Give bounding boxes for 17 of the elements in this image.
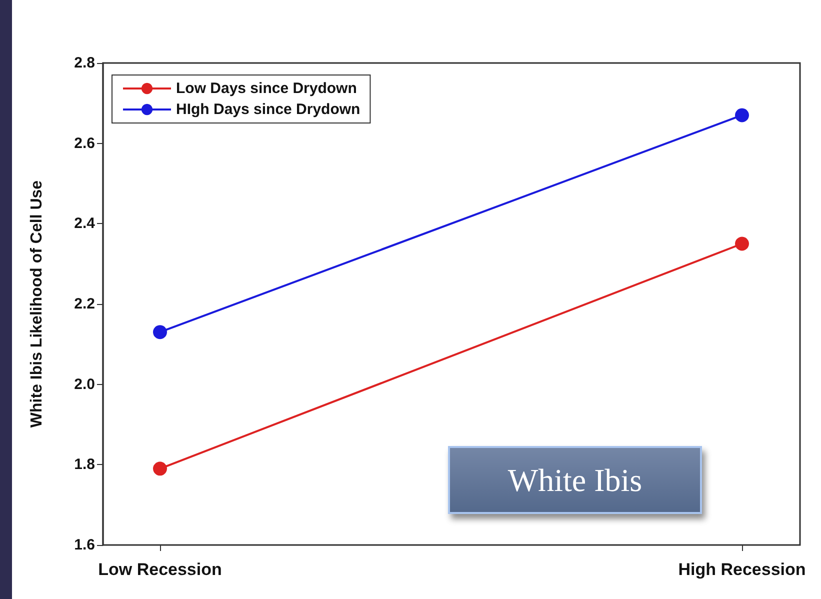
- x-tick-label: High Recession: [678, 560, 806, 579]
- y-tick-label: 2.0: [74, 376, 95, 393]
- text-box: White Ibis: [448, 446, 702, 514]
- x-tick-label: Low Recession: [98, 560, 222, 579]
- y-tick-label: 2.4: [74, 215, 96, 232]
- point: [735, 236, 749, 251]
- y-tick-label: 1.8: [74, 456, 95, 474]
- legend-label: Low Days since Drydown: [176, 80, 357, 97]
- y-tick-label: 2.6: [74, 134, 95, 152]
- point: [153, 462, 167, 476]
- point: [153, 325, 167, 340]
- y-tick-label: 1.6: [74, 536, 95, 554]
- y-tick-label: 2.2: [74, 296, 95, 312]
- y-axis-title: White Ibis Likelihood of Cell Use: [28, 180, 46, 428]
- legend-label: HIgh Days since Drydown: [176, 101, 360, 118]
- y-tick-label: 2.8: [74, 54, 95, 72]
- point: [735, 108, 749, 122]
